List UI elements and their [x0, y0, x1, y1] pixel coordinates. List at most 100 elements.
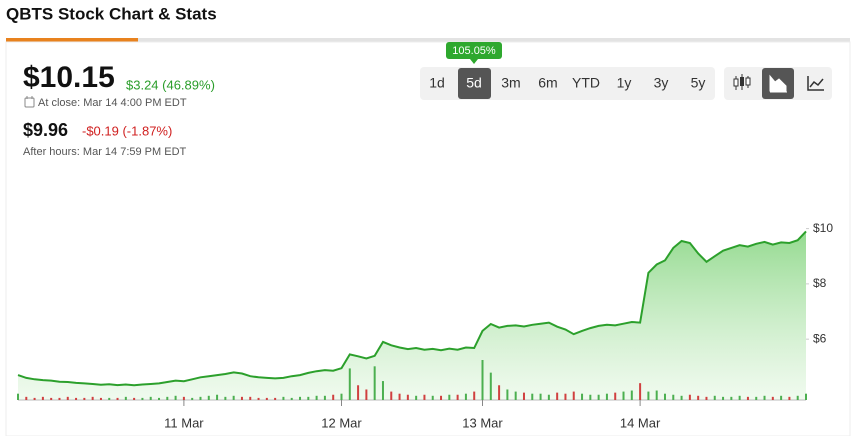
volume-bar [630, 390, 633, 400]
x-tick-label: 11 Mar [164, 415, 204, 430]
range-button[interactable]: 5y [691, 75, 706, 91]
range-button[interactable]: 5d [466, 75, 482, 91]
volume-bar [456, 394, 459, 400]
volume-bar [663, 393, 666, 400]
volume-bar [547, 394, 550, 400]
volume-bar [406, 394, 409, 400]
page-title: QBTS Stock Chart & Stats [6, 4, 217, 23]
volume-bar [323, 395, 326, 400]
volume-bar [191, 397, 194, 400]
candle-icon[interactable] [733, 74, 751, 90]
range-button[interactable]: 3m [501, 75, 520, 91]
line-icon[interactable] [807, 76, 824, 91]
price-area [18, 231, 806, 400]
volume-bar [17, 393, 19, 400]
area-icon [769, 74, 787, 92]
range-selected[interactable] [458, 68, 491, 99]
volume-bar [688, 394, 691, 400]
range-button[interactable]: YTD [572, 75, 600, 91]
after-note: After hours: Mar 14 7:59 PM EDT [23, 146, 187, 158]
volume-bar [307, 396, 310, 400]
y-tick-label: $10 [813, 221, 833, 235]
volume-bar [796, 395, 799, 400]
price-change: $3.24 (46.89%) [126, 77, 215, 92]
volume-bar [755, 396, 758, 400]
price-line [17, 230, 807, 387]
divider [6, 38, 850, 42]
volume-bar [265, 397, 268, 400]
range-button[interactable]: 1y [617, 75, 632, 91]
volume-bar [522, 392, 525, 400]
volume-bar [365, 389, 368, 400]
volume-bar [348, 368, 351, 400]
return-badge-text: 105.05% [452, 45, 496, 57]
volume-bar [75, 397, 78, 400]
volume-bar [25, 396, 28, 400]
volume-bar [58, 397, 61, 400]
volume-bar [481, 360, 484, 400]
volume-bar [605, 393, 608, 400]
range-button[interactable]: 1d [429, 75, 445, 91]
return-badge-arrow [470, 59, 478, 64]
card [5, 41, 851, 436]
volume-bar [498, 385, 501, 400]
volume-bar [680, 395, 683, 400]
volume-bar [158, 397, 161, 400]
volume-bar [240, 396, 243, 400]
volume-bar [473, 391, 476, 400]
volume-bar [199, 396, 202, 400]
volume-bar [174, 395, 177, 400]
volume-bar [597, 394, 600, 400]
volume-bar [572, 391, 575, 400]
volume-bar [340, 393, 343, 400]
volume-bar [381, 381, 384, 400]
volume-bar [299, 396, 302, 400]
range-group [420, 67, 715, 100]
clock-icon [24, 96, 35, 108]
volume-bar [332, 394, 335, 400]
volume-bar [91, 396, 94, 400]
volume-bar [730, 396, 733, 400]
volume-bar [149, 396, 152, 400]
price: $10.15 [23, 61, 115, 94]
volume-bar [639, 383, 642, 400]
volume-bar [232, 395, 235, 400]
volume-bar [182, 396, 185, 400]
volume-bar [514, 391, 517, 400]
volume-bar [581, 393, 584, 400]
volume-bar [41, 396, 44, 400]
x-tick-label: 12 Mar [321, 415, 362, 430]
volume-bar [440, 395, 443, 400]
range-button[interactable]: 3y [654, 75, 669, 91]
volume-bar [763, 395, 766, 400]
volume-bar [464, 393, 467, 400]
after-price: $9.96 [23, 120, 68, 140]
volume-bar [531, 393, 534, 400]
volume-bar [141, 397, 144, 400]
volume-bar [489, 372, 492, 400]
volume-bar [398, 393, 401, 400]
divider-accent [6, 38, 138, 42]
volume-bar [282, 396, 285, 400]
range-button[interactable]: 6m [538, 75, 557, 91]
volume-bar [780, 395, 783, 400]
volume-bar [224, 396, 227, 400]
volume-bar [216, 394, 219, 400]
volume-bar [108, 397, 111, 400]
volume-bar [274, 397, 277, 400]
volume-bar [722, 396, 725, 400]
y-tick-label: $6 [813, 331, 827, 345]
volume-bar [564, 393, 567, 400]
volume-bar [431, 395, 434, 400]
volume-bar [647, 391, 650, 400]
volume-bar [771, 396, 774, 400]
volume-bar [805, 393, 807, 400]
x-tick-label: 13 Mar [462, 415, 503, 430]
volume-bar [357, 385, 360, 400]
volume-bar [556, 392, 559, 400]
volume-bar [33, 397, 36, 400]
volume-bar [315, 395, 318, 400]
close-note: At close: Mar 14 4:00 PM EDT [38, 97, 187, 109]
volume-bar [746, 396, 749, 400]
